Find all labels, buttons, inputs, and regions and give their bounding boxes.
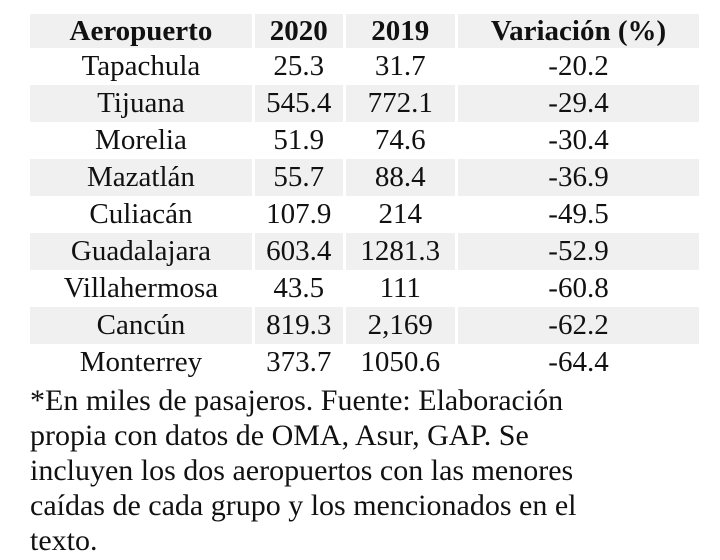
cell-2020: 43.5: [273, 272, 325, 304]
footnote-line: caídas de cada grupo y los mencionados e…: [30, 489, 577, 522]
table-row: Guadalajara 603.4 1281.3 -52.9: [30, 233, 699, 270]
cell-2020: 55.7: [254, 159, 343, 196]
cell-variation: -30.4: [548, 124, 609, 156]
footnote-line: propia con datos de OMA, Asur, GAP. Se: [30, 419, 529, 452]
footnote-line: *En miles de pasajeros. Fuente: Elaborac…: [30, 384, 564, 417]
cell-airport: Morelia: [95, 124, 187, 156]
table-row: Tijuana 545.4 772.1 -29.4: [30, 85, 699, 122]
table-row: Villahermosa 43.5 111 -60.8: [30, 270, 699, 307]
table-row: Cancún 819.3 2,169 -62.2: [30, 307, 699, 344]
cell-variation: -62.2: [458, 307, 699, 344]
cell-2019: 1050.6: [360, 346, 441, 378]
cell-2020: 819.3: [254, 307, 343, 344]
table-row: Monterrey 373.7 1050.6 -64.4: [30, 344, 699, 381]
cell-airport: Cancún: [30, 307, 252, 344]
cell-variation: -52.9: [458, 233, 699, 270]
cell-2020: 545.4: [254, 85, 343, 122]
header-2019: 2019: [345, 14, 455, 48]
cell-2020: 25.3: [273, 50, 325, 82]
header-2020: 2020: [254, 14, 343, 48]
cell-2020: 107.9: [266, 198, 332, 230]
header-airport: Aeropuerto: [30, 14, 252, 48]
cell-variation: -60.8: [548, 272, 609, 304]
cell-variation: -64.4: [548, 346, 609, 378]
cell-airport: Culiacán: [89, 198, 193, 230]
cell-2020: 603.4: [254, 233, 343, 270]
cell-airport: Mazatlán: [30, 159, 252, 196]
header-row: Aeropuerto 2020 2019 Variación (%): [30, 14, 699, 48]
cell-2019: 2,169: [345, 307, 455, 344]
cell-2019: 74.6: [374, 124, 426, 156]
footnote-line: incluyen los dos aeropuertos con las men…: [30, 454, 574, 487]
cell-variation: -29.4: [458, 85, 699, 122]
table-row: Culiacán 107.9 214 -49.5: [30, 196, 699, 233]
cell-2019: 214: [378, 198, 423, 230]
airport-passenger-table: Aeropuerto 2020 2019 Variación (%) Tapac…: [27, 14, 702, 381]
cell-variation: -49.5: [548, 198, 609, 230]
cell-2019: 1281.3: [345, 233, 455, 270]
cell-airport: Monterrey: [79, 346, 203, 378]
cell-2020: 51.9: [273, 124, 325, 156]
cell-2019: 31.7: [374, 50, 426, 82]
cell-variation: -20.2: [548, 50, 609, 82]
cell-2019: 88.4: [345, 159, 455, 196]
cell-2020: 373.7: [266, 346, 332, 378]
cell-airport: Tijuana: [30, 85, 252, 122]
header-variation: Variación (%): [458, 14, 699, 48]
footnote-line: texto.: [30, 524, 98, 557]
cell-airport: Villahermosa: [63, 272, 219, 304]
cell-2019: 111: [379, 272, 421, 304]
cell-airport: Tapachula: [81, 50, 201, 82]
cell-variation: -36.9: [458, 159, 699, 196]
footnote: *En miles de pasajeros. Fuente: Elaborac…: [30, 383, 710, 558]
table-row: Morelia 51.9 74.6 -30.4: [30, 122, 699, 159]
cell-airport: Guadalajara: [30, 233, 252, 270]
table-row: Tapachula 25.3 31.7 -20.2: [30, 48, 699, 85]
cell-2019: 772.1: [345, 85, 455, 122]
table-row: Mazatlán 55.7 88.4 -36.9: [30, 159, 699, 196]
